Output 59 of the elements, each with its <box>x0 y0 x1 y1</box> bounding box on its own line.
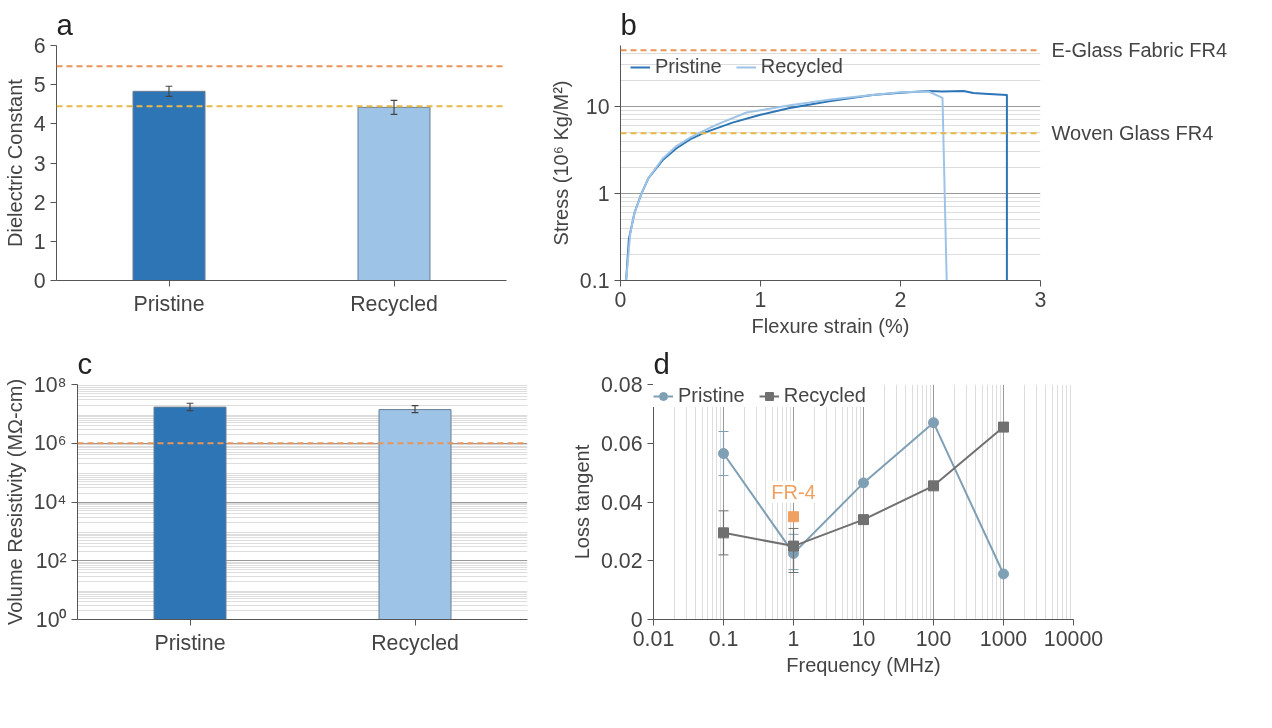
y-tick-label: 10⁰ <box>35 607 68 632</box>
y-tick-label: 0.04 <box>600 490 643 515</box>
y-tick-label: 10⁶ <box>34 431 67 456</box>
y-tick-label: 0.1 <box>579 269 610 293</box>
y-tick-label: 4 <box>33 112 46 137</box>
y-tick-label: 0 <box>33 269 46 293</box>
x-tick-label: 1 <box>754 287 767 312</box>
y-tick-label: 0.02 <box>600 549 643 574</box>
x-axis-title: Frequency (MHz) <box>786 653 941 676</box>
x-tick-label: Pristine <box>133 291 205 316</box>
y-tick-label: 6 <box>33 34 46 58</box>
x-tick-label: 1000 <box>979 626 1028 651</box>
chart-title: b <box>620 7 637 41</box>
y-tick-label: 1 <box>597 181 610 206</box>
y-tick-label: 10 <box>585 94 610 119</box>
y-tick-label: 5 <box>33 73 46 98</box>
point <box>718 527 729 539</box>
y-axis-title: Dielectric Constant <box>3 78 26 247</box>
point <box>998 568 1009 580</box>
y-axis-title: Loss tangent <box>570 444 593 560</box>
ref-line-label: Woven Glass FR4 <box>1051 122 1214 145</box>
line-series <box>625 90 948 281</box>
legend-label: Pristine <box>678 384 745 407</box>
x-tick-label: Recycled <box>371 630 459 655</box>
y-tick-label: 10⁴ <box>33 490 67 514</box>
point <box>858 477 869 489</box>
point <box>788 540 799 552</box>
x-tick-label: 10000 <box>1043 626 1104 651</box>
point <box>998 421 1009 433</box>
legend-label: Pristine <box>655 55 722 78</box>
point <box>928 480 939 492</box>
x-tick-label: 0.1 <box>708 626 739 651</box>
point <box>858 514 869 526</box>
x-tick-label: Pristine <box>154 630 226 655</box>
y-tick-label: 0.08 <box>600 373 643 397</box>
legend-label: Recycled <box>783 384 866 407</box>
chart-title: c <box>77 346 93 380</box>
y-tick-label: 2 <box>33 190 46 215</box>
x-tick-label: 10 <box>851 626 876 651</box>
point <box>718 448 729 460</box>
y-tick-label: 0.06 <box>600 431 643 456</box>
y-tick-label: 3 <box>33 151 46 176</box>
x-tick-label: 2 <box>894 287 907 312</box>
legend-label: Recycled <box>760 55 843 78</box>
y-axis-title: Stress (10⁶ Kg/M²) <box>549 80 572 246</box>
ref-line-label: E-Glass Fabric FR4 <box>1051 39 1228 62</box>
x-axis-title: Flexure strain (%) <box>751 314 910 337</box>
point <box>928 417 939 429</box>
x-tick-label: Recycled <box>350 291 438 316</box>
y-tick-label: 10⁸ <box>33 372 67 397</box>
annotation: FR-4 <box>771 480 816 503</box>
chart-title: a <box>56 7 74 41</box>
x-tick-label: 3 <box>1034 287 1047 312</box>
chart-title: d <box>653 346 670 380</box>
y-axis-title: Volume Resistivity (MΩ-cm) <box>3 378 26 626</box>
x-tick-label: 1 <box>787 626 800 651</box>
y-tick-label: 1 <box>33 229 46 254</box>
y-tick-label: 10² <box>35 548 67 573</box>
x-tick-label: 100 <box>915 626 952 651</box>
